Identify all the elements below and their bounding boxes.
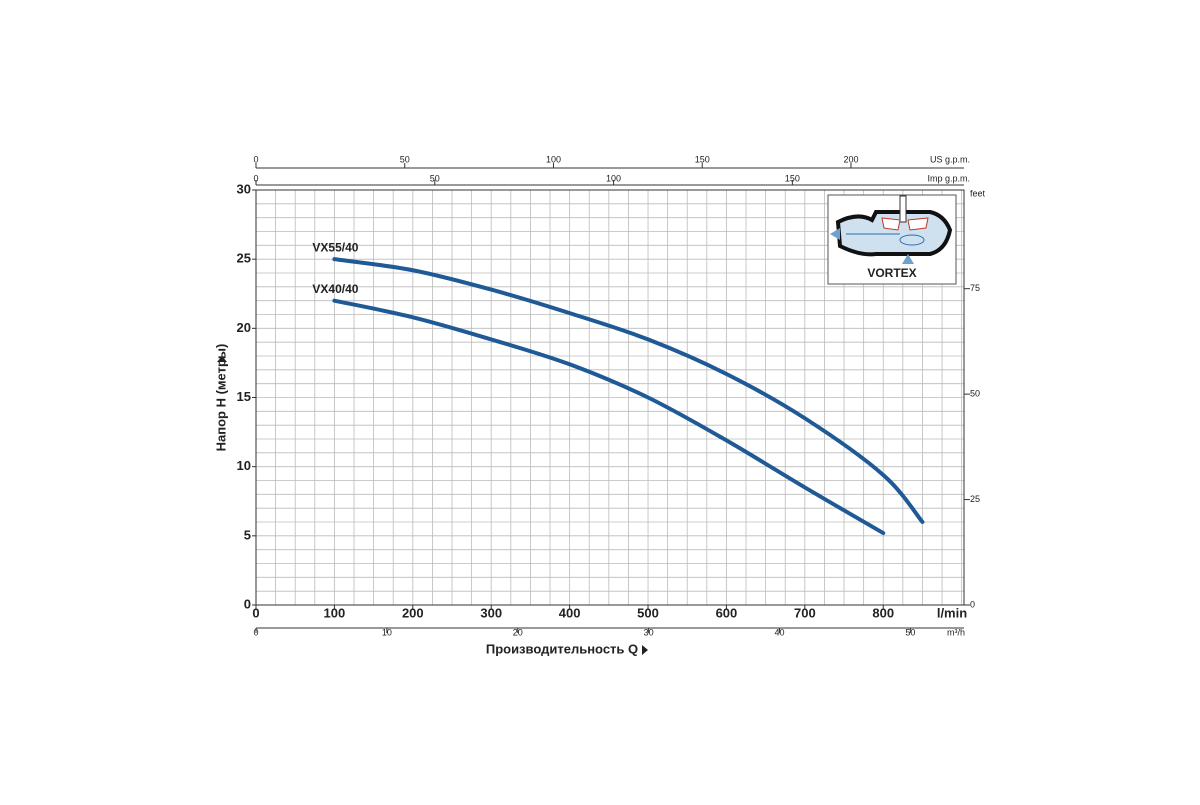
- secondary-tick-label: 150: [785, 173, 800, 183]
- y2-tick-label: 50: [970, 389, 980, 399]
- impeller: [881, 217, 929, 231]
- y-tick-label: 10: [237, 458, 251, 473]
- vortex-swirl: [899, 234, 925, 246]
- secondary-tick-label: 0: [253, 173, 258, 183]
- secondary-tick-label: 20: [513, 627, 523, 637]
- secondary-tick-label: 50: [905, 627, 915, 637]
- y-tick-label: 15: [237, 389, 251, 404]
- y-axis-title: Напор H (метры): [213, 344, 228, 452]
- secondary-unit: US g.p.m.: [930, 154, 970, 164]
- y-tick-label: 5: [244, 527, 251, 542]
- x-tick-label: 600: [716, 605, 738, 620]
- x-tick-label: 400: [559, 605, 581, 620]
- curve: [332, 257, 925, 524]
- x-unit: l/min: [937, 605, 967, 620]
- x-axis-title: Производительность Q: [486, 641, 638, 656]
- inset-label: VORTEX: [867, 266, 916, 280]
- y-tick-label: 25: [237, 251, 251, 266]
- y2-tick-label: 0: [970, 599, 975, 609]
- series-label: VX55/40: [312, 240, 358, 254]
- secondary-tick-label: 200: [843, 154, 858, 164]
- secondary-unit: Imp g.p.m.: [927, 173, 970, 183]
- y-tick-label: 0: [244, 596, 251, 611]
- y-tick-label: 20: [237, 320, 251, 335]
- x-tick-label: 100: [324, 605, 346, 620]
- secondary-tick-label: 100: [606, 173, 621, 183]
- secondary-tick-label: 0: [253, 627, 258, 637]
- y2-tick-label: 75: [970, 283, 980, 293]
- secondary-tick-label: 40: [774, 627, 784, 637]
- secondary-tick-label: 30: [644, 627, 654, 637]
- secondary-tick-label: 50: [400, 154, 410, 164]
- axis-arrow: [217, 356, 227, 362]
- x-tick-label: 0: [252, 605, 259, 620]
- secondary-tick-label: 100: [546, 154, 561, 164]
- y2-tick-label: 25: [970, 494, 980, 504]
- pump-body: [835, 210, 953, 257]
- x-tick-label: 700: [794, 605, 816, 620]
- x-tick-label: 200: [402, 605, 424, 620]
- secondary-tick-label: 150: [695, 154, 710, 164]
- y2-unit: feet: [970, 188, 986, 198]
- axis-arrow: [642, 645, 648, 655]
- series-label: VX40/40: [312, 282, 358, 296]
- secondary-tick-label: 50: [430, 173, 440, 183]
- x-tick-label: 300: [480, 605, 502, 620]
- flow-arrows: [830, 228, 914, 264]
- x-tick-label: 500: [637, 605, 659, 620]
- shaft: [899, 195, 907, 223]
- inset: VORTEX: [827, 194, 957, 285]
- secondary-tick-label: 0: [253, 154, 258, 164]
- y-tick-label: 30: [237, 181, 251, 196]
- x-tick-label: 800: [872, 605, 894, 620]
- curve: [332, 298, 886, 536]
- secondary-tick-label: 10: [382, 627, 392, 637]
- secondary-unit: m³/h: [947, 627, 965, 637]
